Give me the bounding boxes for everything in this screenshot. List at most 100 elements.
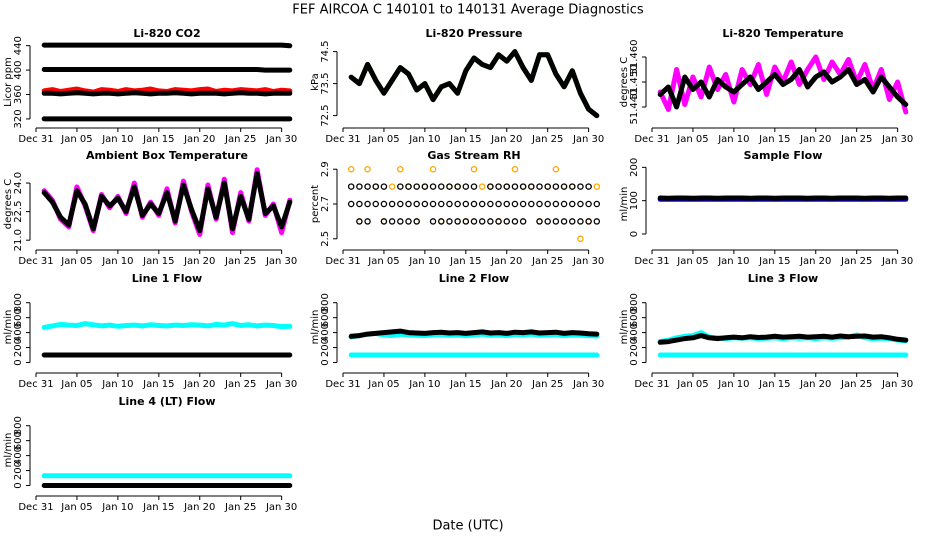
point [528, 183, 535, 190]
point [454, 183, 461, 190]
panel-title: Line 3 Flow [748, 272, 818, 285]
point [397, 165, 404, 173]
y-axis-title: ml/min [3, 310, 14, 345]
y-tick-label: 600 [629, 308, 640, 327]
y-axis-title: percent [310, 185, 321, 223]
point [544, 218, 551, 225]
x-tick-label: Dec 31 [18, 502, 53, 513]
x-tick-label: Jan 15 [758, 379, 790, 390]
y-tick-label: 2.7 [320, 196, 331, 212]
point [577, 183, 584, 190]
point [470, 218, 478, 225]
x-tick-label: Jan 05 [676, 256, 708, 267]
x-tick-label: Jan 20 [183, 134, 215, 145]
x-tick-label: Jan 30 [265, 502, 297, 513]
point [569, 218, 576, 225]
point [437, 200, 445, 208]
y-tick-label: 51.450 [629, 65, 640, 100]
y-tick-label: 22.5 [13, 200, 24, 222]
x-tick-label: Jan 15 [142, 379, 174, 390]
point [437, 218, 445, 225]
point [511, 183, 519, 190]
point [446, 183, 453, 190]
point [487, 200, 494, 208]
point [569, 200, 576, 208]
point [552, 200, 560, 208]
series-line [348, 49, 600, 119]
point [380, 218, 388, 225]
point [495, 218, 502, 225]
x-tick-label: Jan 10 [717, 256, 749, 267]
point [470, 183, 478, 190]
series-line [41, 67, 293, 73]
point [519, 218, 527, 225]
point [536, 200, 543, 208]
y-tick-label: 600 [13, 431, 24, 450]
point [347, 200, 355, 208]
point [462, 218, 470, 225]
x-tick-label: Jan 10 [101, 256, 133, 267]
y-tick-label: 51.460 [629, 40, 640, 75]
point [585, 218, 592, 225]
point [364, 183, 371, 190]
point [429, 165, 437, 173]
y-tick-label: 440 [13, 36, 24, 55]
x-tick-label: Jan 10 [101, 379, 133, 390]
y-axis-title: ml/min [3, 433, 14, 468]
y-tick-label: 400 [13, 446, 24, 465]
point [560, 200, 568, 208]
series-line [41, 42, 293, 49]
panel-title: Line 1 Flow [132, 272, 202, 285]
point [585, 200, 592, 208]
x-tick-label: Jan 20 [183, 502, 215, 513]
panel-title: Li-820 Pressure [426, 27, 523, 40]
x-tick-label: Jan 10 [101, 502, 133, 513]
y-axis-title: ml/min [310, 310, 321, 345]
point [478, 200, 486, 208]
x-tick-label: Jan 15 [449, 379, 481, 390]
x-tick-label: Jan 05 [676, 379, 708, 390]
y-tick-label: 800 [13, 293, 24, 312]
point [536, 183, 543, 190]
point [511, 200, 519, 208]
point [429, 218, 437, 225]
point [495, 183, 502, 190]
x-tick-label: Jan 05 [60, 134, 92, 145]
x-tick-label: Jan 20 [799, 134, 831, 145]
point [364, 200, 371, 208]
series-line [657, 67, 909, 110]
point [413, 200, 420, 208]
point [511, 218, 519, 225]
x-tick-label: Jan 30 [572, 256, 604, 267]
x-tick-label: Jan 25 [224, 379, 256, 390]
series-line [41, 321, 293, 330]
point [552, 218, 560, 225]
x-tick-label: Jan 10 [408, 134, 440, 145]
main-title: FEF AIRCOA C 140101 to 140131 Average Di… [292, 3, 644, 18]
x-tick-label: Jan 15 [142, 134, 174, 145]
point [585, 183, 592, 190]
point [495, 200, 502, 208]
point [503, 218, 510, 225]
panel-title: Gas Stream RH [427, 149, 520, 162]
point [560, 183, 568, 190]
x-tick-label: Jan 30 [881, 256, 913, 267]
point [364, 165, 371, 173]
x-tick-label: Jan 20 [490, 379, 522, 390]
point [470, 200, 478, 208]
point [577, 218, 584, 225]
point [454, 218, 461, 225]
point [519, 200, 527, 208]
x-tick-label: Jan 25 [531, 379, 563, 390]
y-tick-label: 400 [320, 323, 331, 342]
x-tick-label: Jan 20 [183, 379, 215, 390]
point [397, 218, 404, 225]
panel-title: Line 4 (LT) Flow [119, 395, 216, 408]
point [569, 183, 576, 190]
point [421, 200, 429, 208]
x-tick-label: Dec 31 [18, 256, 53, 267]
y-axis-title: ml/min [619, 187, 630, 222]
x-tick-label: Jan 05 [60, 256, 92, 267]
y-tick-label: 200 [629, 338, 640, 357]
x-tick-label: Jan 25 [224, 502, 256, 513]
